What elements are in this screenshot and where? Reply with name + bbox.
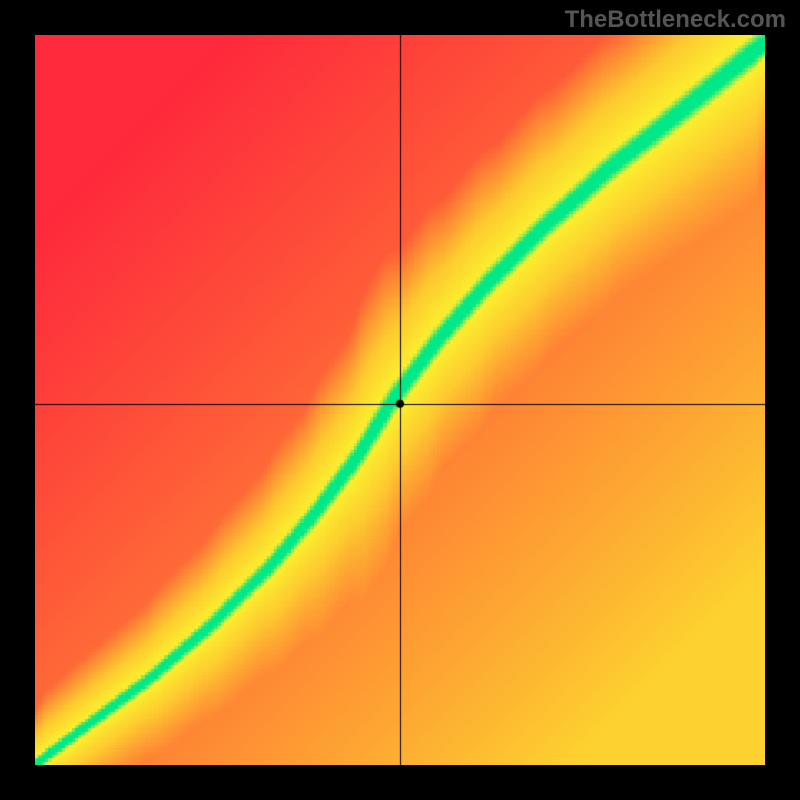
watermark-text: TheBottleneck.com [565, 6, 786, 34]
chart-container: TheBottleneck.com [0, 0, 800, 800]
crosshair-overlay [35, 35, 765, 765]
